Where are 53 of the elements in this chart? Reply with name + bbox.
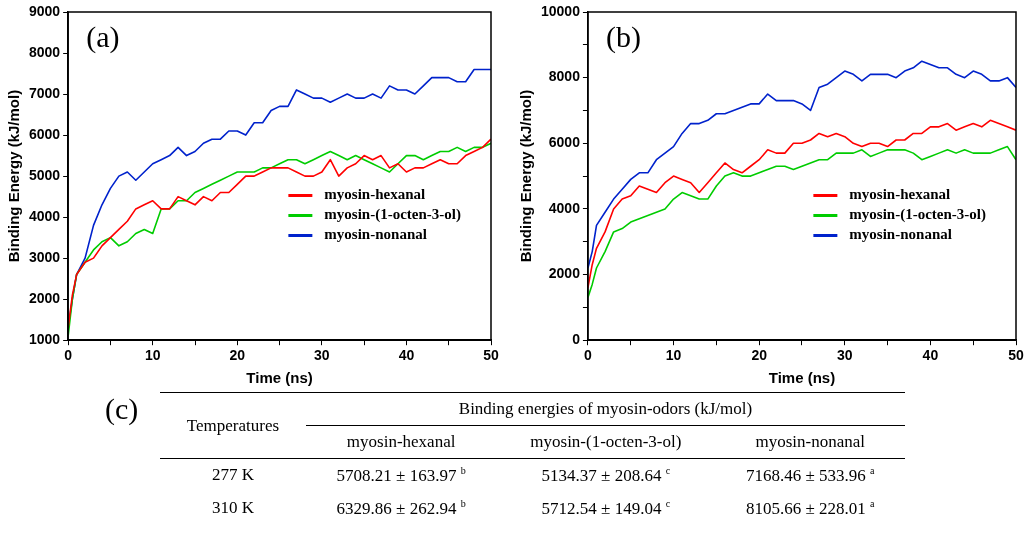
y-tick-label: 1000 bbox=[28, 331, 61, 348]
y-axis-title: Binding Energy (kJ/mol) bbox=[5, 89, 23, 263]
text: 8105.66 ± 228.01 $^{a}$ bbox=[744, 496, 876, 520]
chart-title: (a) bbox=[86, 19, 120, 54]
legend-label: myosin-nonanal bbox=[849, 226, 952, 243]
y-tick-label: 10000 bbox=[540, 2, 581, 19]
text: Binding energies of myosin-odors (kJ/mol) bbox=[306, 392, 905, 426]
legend-label: myosin-hexanal bbox=[849, 186, 951, 203]
y-tick-label: 7000 bbox=[28, 84, 61, 101]
y-axis-title: Binding Energy (kJ/mol) bbox=[517, 89, 535, 263]
y-tick-label: 4000 bbox=[548, 199, 581, 216]
y-tick-label: 3000 bbox=[28, 249, 61, 266]
y-tick-label: 4000 bbox=[28, 207, 61, 224]
text: myosin-hexanal bbox=[306, 425, 497, 459]
x-tick-label: 30 bbox=[836, 347, 853, 364]
y-tick-label: 8000 bbox=[28, 43, 61, 60]
text: (c) bbox=[105, 392, 139, 426]
legend-label: myosin-(1-octen-3-ol) bbox=[849, 206, 987, 224]
x-tick-label: 0 bbox=[584, 347, 593, 364]
x-tick-label: 50 bbox=[483, 347, 499, 364]
x-tick-label: 50 bbox=[1008, 347, 1024, 364]
y-tick-label: 6000 bbox=[28, 125, 61, 142]
legend-label: myosin-nonanal bbox=[324, 226, 427, 243]
y-tick-label: 2000 bbox=[28, 290, 61, 307]
text: myosin-(1-octen-3-ol) bbox=[496, 425, 716, 459]
text: 5712.54 ± 149.04 $^{c}$ bbox=[540, 496, 672, 520]
text: Temperatures bbox=[160, 392, 306, 459]
x-axis-title: Time (ns) bbox=[246, 369, 313, 387]
chart-title: (b) bbox=[605, 19, 641, 54]
x-tick-label: 0 bbox=[64, 347, 73, 364]
x-tick-label: 40 bbox=[922, 347, 939, 364]
x-tick-label: 10 bbox=[144, 347, 161, 364]
x-tick-label: 20 bbox=[229, 347, 246, 364]
legend-label: myosin-hexanal bbox=[324, 186, 426, 203]
x-axis-title: Time (ns) bbox=[768, 369, 836, 387]
y-tick-label: 8000 bbox=[548, 68, 581, 85]
y-tick-label: 2000 bbox=[548, 265, 581, 282]
text: 310 K bbox=[211, 497, 255, 519]
y-tick-label: 5000 bbox=[28, 166, 61, 183]
x-tick-label: 40 bbox=[398, 347, 415, 364]
y-tick-label: 9000 bbox=[28, 2, 61, 19]
text: 5708.21 ± 163.97 $^{b}$ bbox=[335, 464, 467, 487]
x-tick-label: 20 bbox=[751, 347, 768, 364]
x-tick-label: 30 bbox=[314, 347, 330, 364]
legend-label: myosin-(1-octen-3-ol) bbox=[324, 206, 462, 224]
y-tick-label: 6000 bbox=[548, 134, 581, 151]
text: 7168.46 ± 533.96 $^{a}$ bbox=[744, 464, 876, 487]
y-tick-label: 0 bbox=[572, 331, 581, 348]
text: 5134.37 ± 208.64 $^{c}$ bbox=[540, 464, 672, 487]
text: 277 K bbox=[211, 464, 255, 487]
x-tick-label: 10 bbox=[665, 347, 682, 364]
text: 6329.86 ± 262.94 $^{b}$ bbox=[335, 496, 467, 520]
text: myosin-nonanal bbox=[715, 425, 905, 459]
